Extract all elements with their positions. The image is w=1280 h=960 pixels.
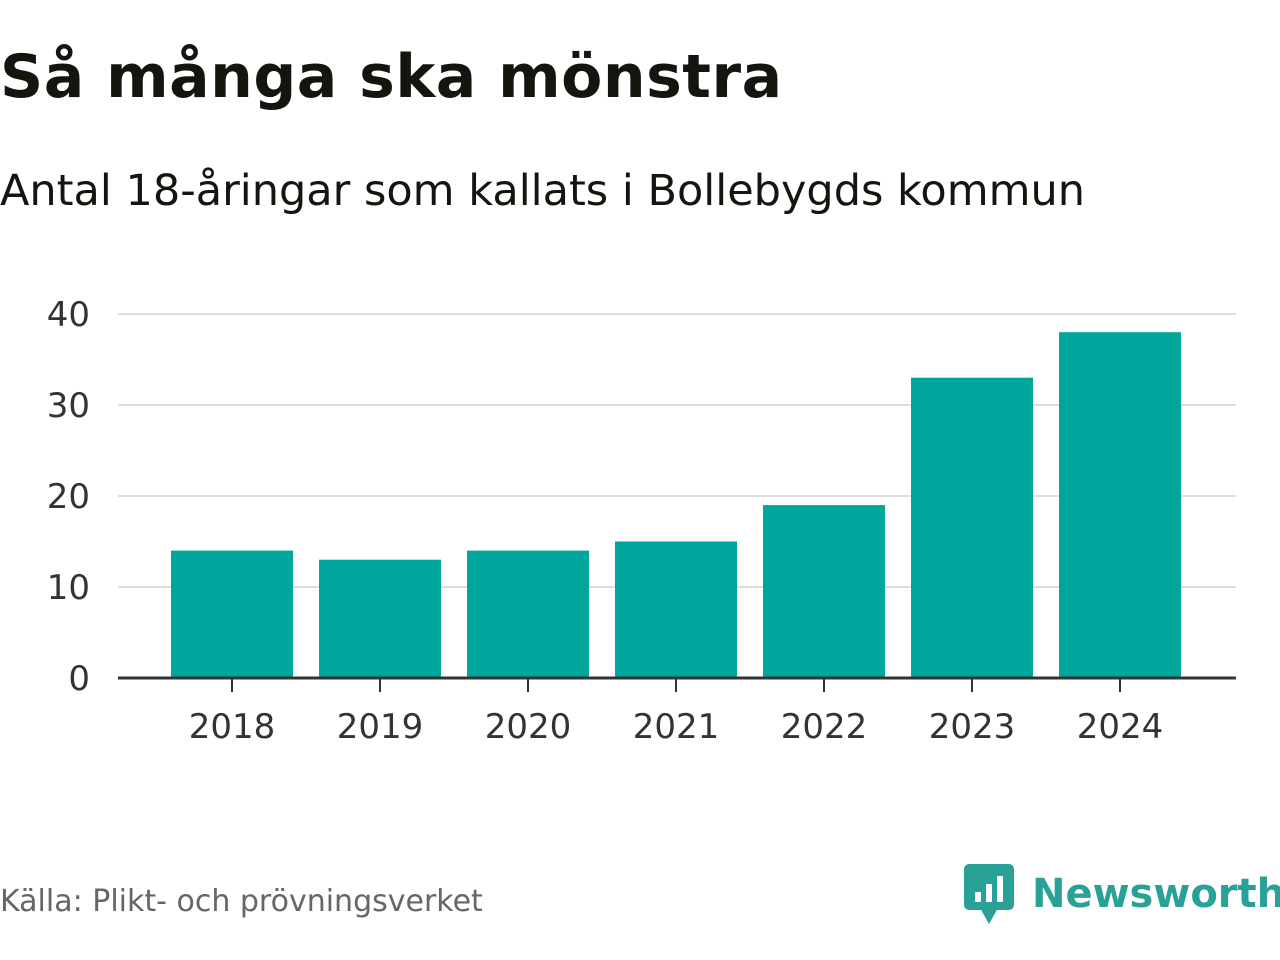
x-tick-labels: 2018 2019 2020 2021 2022 2023 2024 — [189, 707, 1164, 747]
y-tick-label: 20 — [47, 477, 90, 517]
y-tick-label: 0 — [68, 659, 90, 699]
y-tick-label: 40 — [47, 295, 90, 335]
x-tick-label: 2021 — [633, 707, 720, 747]
bars — [171, 332, 1181, 678]
y-tick-label: 10 — [47, 568, 90, 608]
bar-2021 — [615, 541, 737, 678]
bar-2023 — [911, 377, 1033, 678]
bar-2020 — [467, 550, 589, 678]
bar-2019 — [319, 559, 441, 678]
x-tick-label: 2018 — [189, 707, 276, 747]
source-note: Källa: Plikt- och prövningsverket — [0, 884, 483, 919]
y-tick-labels: 0 10 20 30 40 — [47, 295, 90, 699]
x-tick-label: 2024 — [1077, 707, 1164, 747]
brand-name: Newsworthy — [1032, 871, 1280, 917]
x-axis — [118, 676, 1236, 692]
x-tick-label: 2022 — [781, 707, 868, 747]
chart-title: Så många ska mönstra — [0, 42, 783, 112]
newsworthy-logo: Newsworthy — [964, 862, 1280, 926]
y-tick-label: 30 — [47, 386, 90, 426]
bar-2022 — [763, 505, 885, 678]
bar-2024 — [1059, 332, 1181, 678]
bar-2018 — [171, 550, 293, 678]
x-tick-label: 2019 — [337, 707, 424, 747]
newsworthy-logo-icon — [964, 864, 1014, 924]
chart-subtitle: Antal 18-åringar som kallats i Bollebygd… — [0, 166, 1086, 216]
x-tick-label: 2023 — [929, 707, 1016, 747]
x-tick-label: 2020 — [485, 707, 572, 747]
